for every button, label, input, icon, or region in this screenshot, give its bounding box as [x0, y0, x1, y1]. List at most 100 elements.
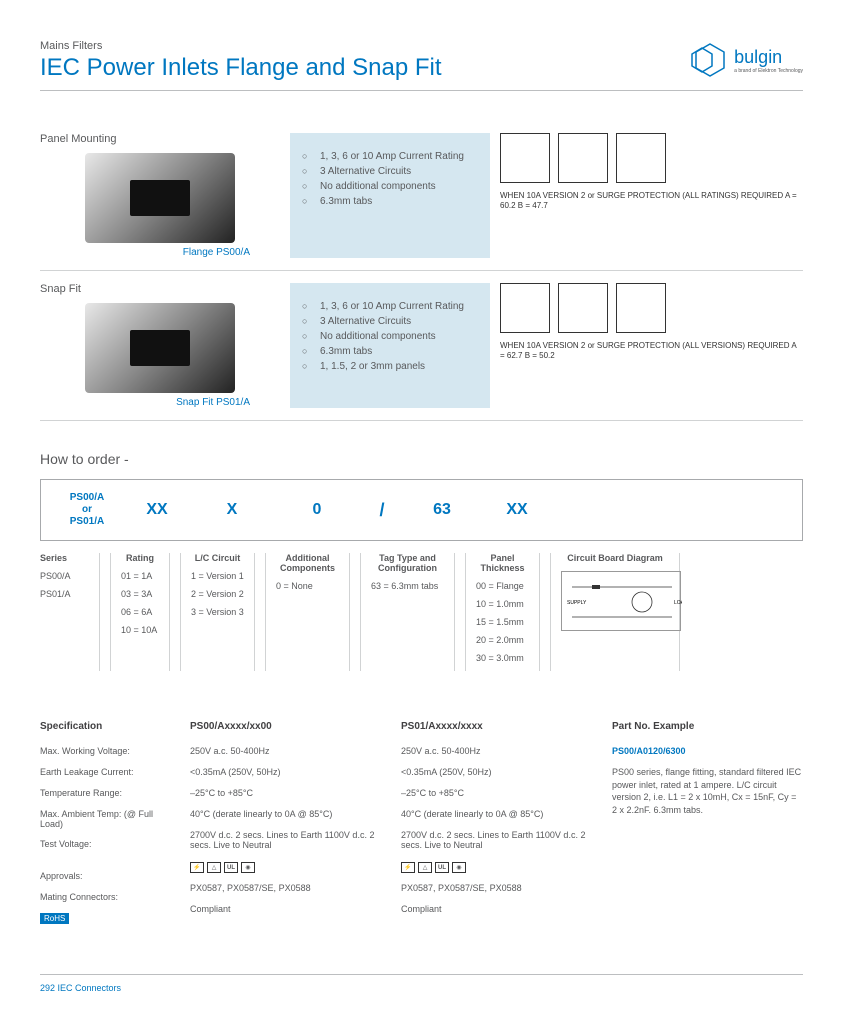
- order-option: 15 = 1.5mm: [476, 617, 529, 627]
- product-image: [85, 303, 235, 393]
- order-option: 10 = 10A: [121, 625, 159, 635]
- spec-label: Approvals:: [40, 871, 170, 882]
- specification-section: Specification Max. Working Voltage:Earth…: [40, 721, 803, 934]
- order-option: 63 = 6.3mm tabs: [371, 581, 444, 591]
- spec-label: RoHS: [40, 913, 170, 924]
- spec-value: 250V a.c. 50-400Hz: [190, 746, 381, 757]
- spec-value: ⚡ △ UL ◉: [190, 862, 381, 873]
- feature-box: 1, 3, 6 or 10 Amp Current Rating3 Altern…: [290, 133, 490, 258]
- order-code: 0: [277, 501, 357, 519]
- order-option: 01 = 1A: [121, 571, 159, 581]
- spec-label: Max. Ambient Temp: (@ Full Load): [40, 809, 170, 829]
- order-col-header: Tag Type and Configuration: [371, 553, 444, 573]
- order-option: 2 = Version 2: [191, 589, 244, 599]
- page-header: Mains Filters IEC Power Inlets Flange an…: [40, 40, 803, 91]
- order-code: X: [197, 501, 267, 519]
- approval-icon: △: [207, 862, 221, 873]
- spec-label: Max. Working Voltage:: [40, 746, 170, 757]
- spec-header: PS00/Axxxx/xx00: [190, 721, 381, 732]
- approval-icon: △: [418, 862, 432, 873]
- order-option: 1 = Version 1: [191, 571, 244, 581]
- how-to-order-section: How to order - PS00/AorPS01/A XX X 0 / 6…: [40, 451, 803, 671]
- product-caption: Snap Fit PS01/A: [40, 397, 280, 408]
- ul-icon: UL: [224, 862, 238, 873]
- order-code-box: PS00/AorPS01/A XX X 0 / 63 XX: [40, 479, 803, 541]
- spec-header: Part No. Example: [612, 721, 803, 732]
- feature-item: 3 Alternative Circuits: [302, 314, 478, 329]
- product-section: Panel Mounting Flange PS00/A 1, 3, 6 or …: [40, 121, 803, 271]
- spec-value: 250V a.c. 50-400Hz: [401, 746, 592, 757]
- spec-value: <0.35mA (250V, 50Hz): [190, 767, 381, 778]
- order-option: 3 = Version 3: [191, 607, 244, 617]
- order-option: 06 = 6A: [121, 607, 159, 617]
- circuit-diagram: SUPPLY LOAD: [561, 571, 681, 631]
- approval-icons: ⚡ △ UL ◉: [401, 862, 592, 873]
- brand-name: bulgin: [734, 47, 803, 68]
- order-column: L/C Circuit 1 = Version 1 2 = Version 2 3 =…: [180, 553, 255, 671]
- feature-item: 6.3mm tabs: [302, 194, 478, 209]
- spec-value: Compliant: [190, 904, 381, 915]
- technical-diagram: WHEN 10A VERSION 2 or SURGE PROTECTION (…: [500, 283, 803, 408]
- spec-label: Temperature Range:: [40, 788, 170, 799]
- part-number-example: PS00/A0120/6300: [612, 746, 803, 756]
- diagram-note: WHEN 10A VERSION 2 or SURGE PROTECTION (…: [500, 341, 803, 362]
- order-column: Circuit Board Diagram SUPPLY LOAD: [550, 553, 680, 671]
- spec-value: 40°C (derate linearly to 0A @ 85°C): [401, 809, 592, 820]
- feature-item: No additional components: [302, 329, 478, 344]
- order-option: PS00/A: [40, 571, 89, 581]
- spec-value: –25°C to +85°C: [190, 788, 381, 799]
- order-column: Series PS00/A PS01/A: [40, 553, 100, 671]
- order-column: Tag Type and Configuration 63 = 6.3mm tab…: [360, 553, 455, 671]
- feature-item: 6.3mm tabs: [302, 344, 478, 359]
- technical-diagram: WHEN 10A VERSION 2 or SURGE PROTECTION (…: [500, 133, 803, 258]
- spec-label: Test Voltage:: [40, 839, 170, 861]
- feature-item: 1, 3, 6 or 10 Amp Current Rating: [302, 149, 478, 164]
- spec-value: 40°C (derate linearly to 0A @ 85°C): [190, 809, 381, 820]
- example-description: PS00 series, flange fitting, standard fi…: [612, 766, 803, 816]
- hto-title: How to order -: [40, 451, 803, 467]
- spec-value: 2700V d.c. 2 secs. Lines to Earth 1100V …: [401, 830, 592, 852]
- order-option: 0 = None: [276, 581, 339, 591]
- order-column: Rating 01 = 1A 03 = 3A 06 = 6A 10 = 10A: [110, 553, 170, 671]
- order-option: PS01/A: [40, 589, 89, 599]
- ul-icon: UL: [435, 862, 449, 873]
- order-col-header: Panel Thickness: [476, 553, 529, 573]
- order-code-series: PS00/AorPS01/A: [57, 492, 117, 528]
- approval-icons: ⚡ △ UL ◉: [190, 862, 381, 873]
- order-option: 03 = 3A: [121, 589, 159, 599]
- order-column: Additional Components0 = None: [265, 553, 350, 671]
- feature-item: No additional components: [302, 179, 478, 194]
- order-col-header: Series: [40, 553, 89, 563]
- svg-text:SUPPLY: SUPPLY: [567, 600, 587, 606]
- order-col-header: L/C Circuit: [191, 553, 244, 563]
- order-column: Panel Thickness00 = Flange10 = 1.0mm15 =…: [465, 553, 540, 671]
- page-title: IEC Power Inlets Flange and Snap Fit: [40, 54, 803, 82]
- order-code: XX: [487, 501, 547, 519]
- product-section: Snap Fit Snap Fit PS01/A 1, 3, 6 or 10 A…: [40, 271, 803, 421]
- feature-item: 3 Alternative Circuits: [302, 164, 478, 179]
- brand-tagline: a brand of Elektron Technology: [734, 68, 803, 74]
- product-image: [85, 153, 235, 243]
- spec-value: 2700V d.c. 2 secs. Lines to Earth 1100V …: [190, 830, 381, 852]
- order-grid: Series PS00/A PS01/A Rating 01 = 1A 03 = 3A 06…: [40, 553, 803, 671]
- feature-item: 1, 1.5, 2 or 3mm panels: [302, 359, 478, 374]
- approval-icon: ⚡: [401, 862, 415, 873]
- spec-value: PX0587, PX0587/SE, PX0588: [401, 883, 592, 894]
- order-col-header: Rating: [121, 553, 159, 563]
- order-slash: /: [367, 500, 397, 521]
- svg-text:LOAD: LOAD: [674, 600, 682, 606]
- approval-icon: ⚡: [190, 862, 204, 873]
- page-footer: 292 IEC Connectors: [40, 974, 803, 993]
- spec-value: –25°C to +85°C: [401, 788, 592, 799]
- feature-item: 1, 3, 6 or 10 Amp Current Rating: [302, 299, 478, 314]
- spec-value: Compliant: [401, 904, 592, 915]
- approval-icon: ◉: [452, 862, 466, 873]
- spec-value: <0.35mA (250V, 50Hz): [401, 767, 592, 778]
- order-code: XX: [127, 501, 187, 519]
- spec-label: Earth Leakage Current:: [40, 767, 170, 778]
- spec-label: Mating Connectors:: [40, 892, 170, 903]
- order-option: 20 = 2.0mm: [476, 635, 529, 645]
- product-label: Panel Mounting: [40, 133, 280, 145]
- product-caption: Flange PS00/A: [40, 247, 280, 258]
- breadcrumb: Mains Filters: [40, 40, 803, 52]
